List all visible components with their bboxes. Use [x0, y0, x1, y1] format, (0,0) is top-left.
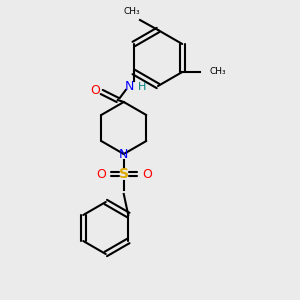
- Text: CH₃: CH₃: [124, 7, 140, 16]
- Text: CH₃: CH₃: [209, 68, 226, 76]
- Text: N: N: [125, 80, 134, 92]
- Text: O: O: [96, 167, 106, 181]
- Text: O: O: [142, 167, 152, 181]
- Text: H: H: [138, 82, 146, 92]
- Text: N: N: [119, 148, 128, 160]
- Text: O: O: [90, 83, 100, 97]
- Text: S: S: [119, 167, 129, 181]
